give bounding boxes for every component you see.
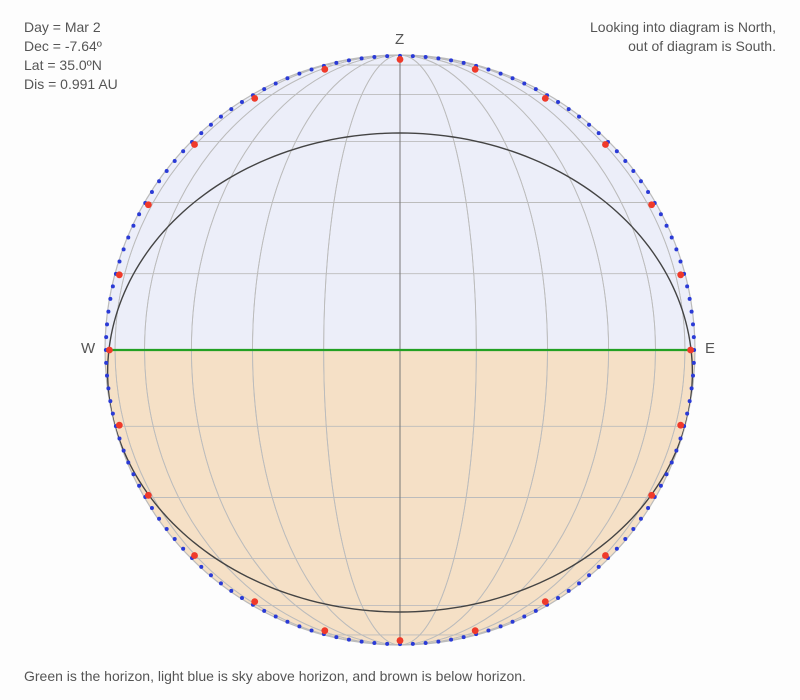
celestial-sphere <box>0 0 800 700</box>
